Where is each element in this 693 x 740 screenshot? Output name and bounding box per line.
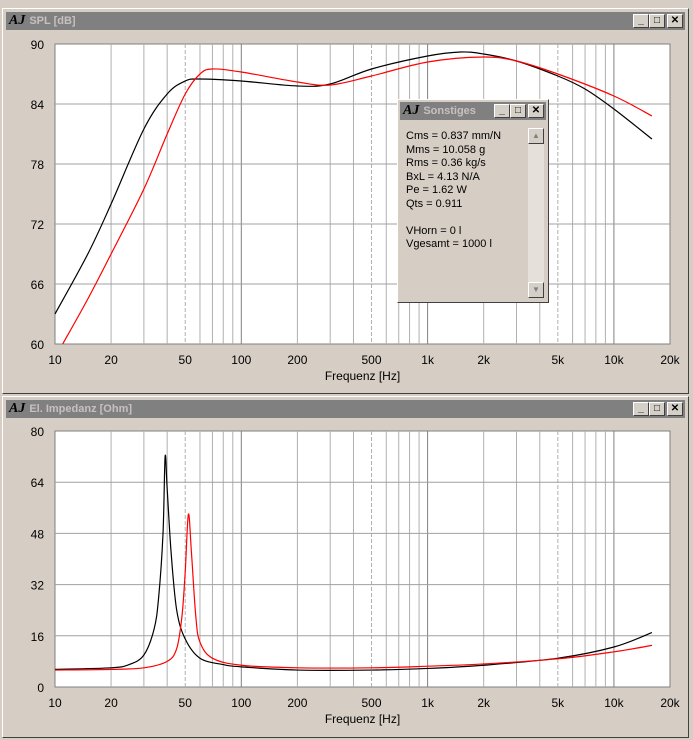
- y-tick-label: 48: [31, 527, 45, 541]
- x-tick-label: 5k: [551, 696, 565, 710]
- x-tick-label: 20k: [660, 696, 680, 710]
- window-title: El. Impedanz [Ohm]: [29, 403, 133, 415]
- y-tick-label: 16: [31, 630, 45, 644]
- x-tick-label: 100: [231, 696, 251, 710]
- y-tick-label: 60: [31, 338, 45, 352]
- x-tick-label: 20: [104, 696, 118, 710]
- scroll-down-button[interactable]: ▼: [528, 282, 544, 298]
- x-axis-label: Frequenz [Hz]: [325, 712, 400, 726]
- scroll-up-button[interactable]: ▲: [528, 128, 544, 144]
- x-tick-label: 50: [179, 353, 193, 367]
- y-tick-label: 66: [31, 278, 45, 292]
- plot-area: [54, 430, 671, 688]
- minimize-button[interactable]: _: [633, 402, 649, 416]
- y-tick-label: 64: [31, 476, 45, 490]
- x-tick-label: 20k: [660, 353, 680, 367]
- close-button[interactable]: ✕: [667, 14, 683, 28]
- parameter-line: Cms = 0.837 mm/N: [406, 130, 502, 142]
- parameter-line: Vgesamt = 1000 l: [406, 238, 492, 250]
- x-tick-label: 200: [287, 696, 307, 710]
- x-tick-label: 10k: [604, 696, 624, 710]
- popup-title: Sonstiges: [423, 105, 476, 117]
- parameter-line: Mms = 10.058 g: [406, 143, 486, 156]
- x-tick-label: 1k: [421, 353, 435, 367]
- close-button[interactable]: ✕: [528, 104, 544, 118]
- parameter-line: Rms = 0.36 kg/s: [406, 157, 486, 169]
- x-tick-label: 500: [362, 353, 382, 367]
- x-tick-label: 200: [287, 353, 307, 367]
- y-tick-label: 84: [31, 98, 45, 112]
- y-tick-label: 32: [31, 579, 45, 593]
- x-tick-label: 1k: [421, 696, 435, 710]
- parameter-line: VHorn = 0 l: [406, 224, 462, 237]
- app-logo: AJ: [403, 103, 420, 118]
- parameter-line: Pe = 1.62 W: [406, 184, 467, 196]
- spl-title-bar[interactable]: AJ SPL [dB] _ □ ✕: [6, 12, 685, 30]
- x-tick-label: 20: [104, 353, 118, 367]
- x-tick-label: 5k: [551, 353, 565, 367]
- minimize-button[interactable]: _: [494, 104, 510, 118]
- x-tick-label: 10: [48, 353, 62, 367]
- series-line-red: [62, 56, 653, 345]
- y-tick-label: 90: [31, 38, 45, 52]
- series-line-black: [54, 51, 653, 315]
- x-tick-label: 10: [48, 696, 62, 710]
- parameter-line: Qts = 0.911: [406, 197, 463, 210]
- sonstiges-title-bar[interactable]: AJ Sonstiges _ □ ✕: [400, 102, 546, 120]
- y-tick-label: 78: [31, 158, 45, 172]
- x-tick-label: 2k: [477, 696, 491, 710]
- y-tick-label: 72: [31, 218, 45, 232]
- parameter-line: BxL = 4.13 N/A: [406, 170, 480, 183]
- app-logo: AJ: [9, 13, 26, 28]
- series-line-red: [54, 513, 653, 671]
- maximize-button[interactable]: □: [510, 104, 526, 118]
- x-axis-label: Frequenz [Hz]: [325, 369, 400, 383]
- scrollbar[interactable]: ▲ ▼: [528, 128, 544, 298]
- series-line-black: [54, 454, 653, 671]
- window-title: SPL [dB]: [29, 15, 76, 27]
- parameter-line: [406, 211, 501, 225]
- x-tick-label: 50: [179, 696, 193, 710]
- minimize-button[interactable]: _: [633, 14, 649, 28]
- y-tick-label: 0: [37, 681, 44, 695]
- x-tick-label: 2k: [477, 353, 491, 367]
- plot-area: [54, 43, 671, 345]
- maximize-button[interactable]: □: [649, 14, 665, 28]
- impedance-title-bar[interactable]: AJ El. Impedanz [Ohm] _ □ ✕: [6, 400, 685, 418]
- sonstiges-window: AJ Sonstiges _ □ ✕ Cms = 0.837 mm/N Mms = 10…: [397, 99, 549, 303]
- parameter-list: Cms = 0.837 mm/N Mms = 10.058 g Rms = 0.36…: [406, 130, 501, 252]
- close-button[interactable]: ✕: [667, 402, 683, 416]
- chart-1: 80 64 48 32 16 0 10 20 50 100 200 500 1k 2k 5k 10k 20k Fr…: [31, 425, 681, 726]
- x-tick-label: 500: [362, 696, 382, 710]
- app-logo: AJ: [9, 401, 26, 416]
- x-tick-label: 10k: [604, 353, 624, 367]
- y-tick-label: 80: [31, 425, 45, 439]
- x-tick-label: 100: [231, 353, 251, 367]
- maximize-button[interactable]: □: [649, 402, 665, 416]
